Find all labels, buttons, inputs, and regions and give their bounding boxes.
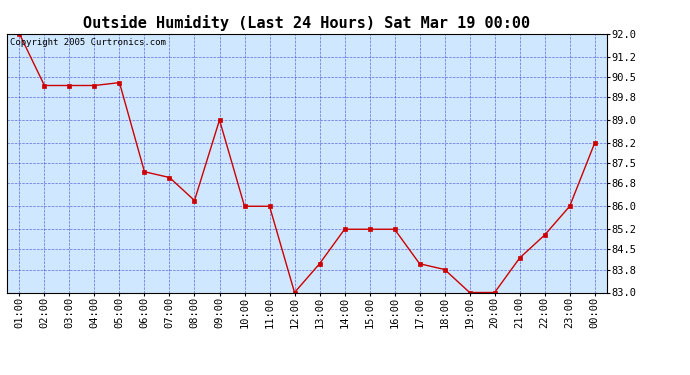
Title: Outside Humidity (Last 24 Hours) Sat Mar 19 00:00: Outside Humidity (Last 24 Hours) Sat Mar… [83, 15, 531, 31]
Text: Copyright 2005 Curtronics.com: Copyright 2005 Curtronics.com [10, 38, 166, 46]
